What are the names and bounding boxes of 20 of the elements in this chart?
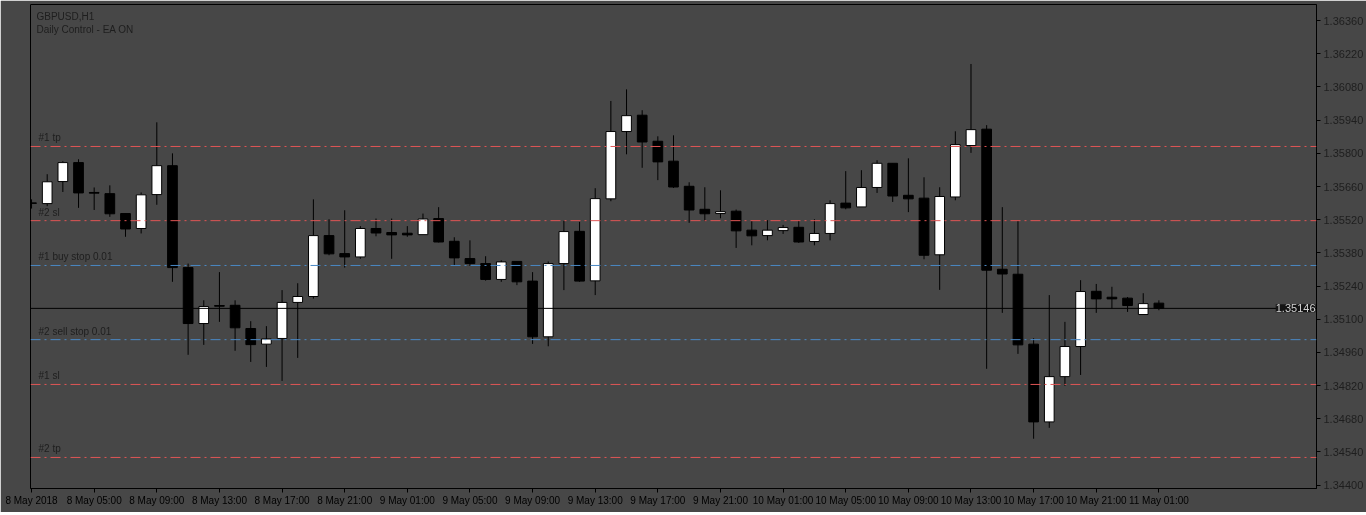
- x-tick-label: 8 May 09:00: [129, 494, 185, 506]
- x-tick-label: 9 May 05:00: [442, 494, 498, 506]
- x-tick-label: 9 May 13:00: [567, 494, 624, 506]
- x-tick-label: 10 May 17:00: [1003, 494, 1065, 506]
- x-tick-label: 8 May 05:00: [66, 494, 123, 506]
- x-tick-label: 8 May 13:00: [191, 494, 248, 506]
- x-tick-label: 9 May 01:00: [379, 494, 436, 506]
- x-tick-label: 8 May 17:00: [254, 494, 311, 506]
- x-tick-label: 8 May 2018: [5, 494, 59, 506]
- x-tick-label: 9 May 21:00: [692, 494, 749, 506]
- x-tick-label: 10 May 13:00: [940, 494, 1002, 506]
- x-tick-label: 10 May 09:00: [878, 494, 940, 506]
- x-tick-label: 10 May 01:00: [752, 494, 814, 506]
- x-tick-label: 11 May 01:00: [1128, 494, 1190, 506]
- ref-line-label: 1.35146: [1275, 302, 1316, 315]
- x-tick-label: 10 May 05:00: [815, 494, 877, 506]
- x-tick-label: 9 May 09:00: [505, 494, 561, 506]
- x-tick-label: 8 May 21:00: [317, 494, 373, 506]
- x-tick-label: 9 May 17:00: [630, 494, 686, 506]
- x-tick-label: 10 May 21:00: [1065, 494, 1127, 506]
